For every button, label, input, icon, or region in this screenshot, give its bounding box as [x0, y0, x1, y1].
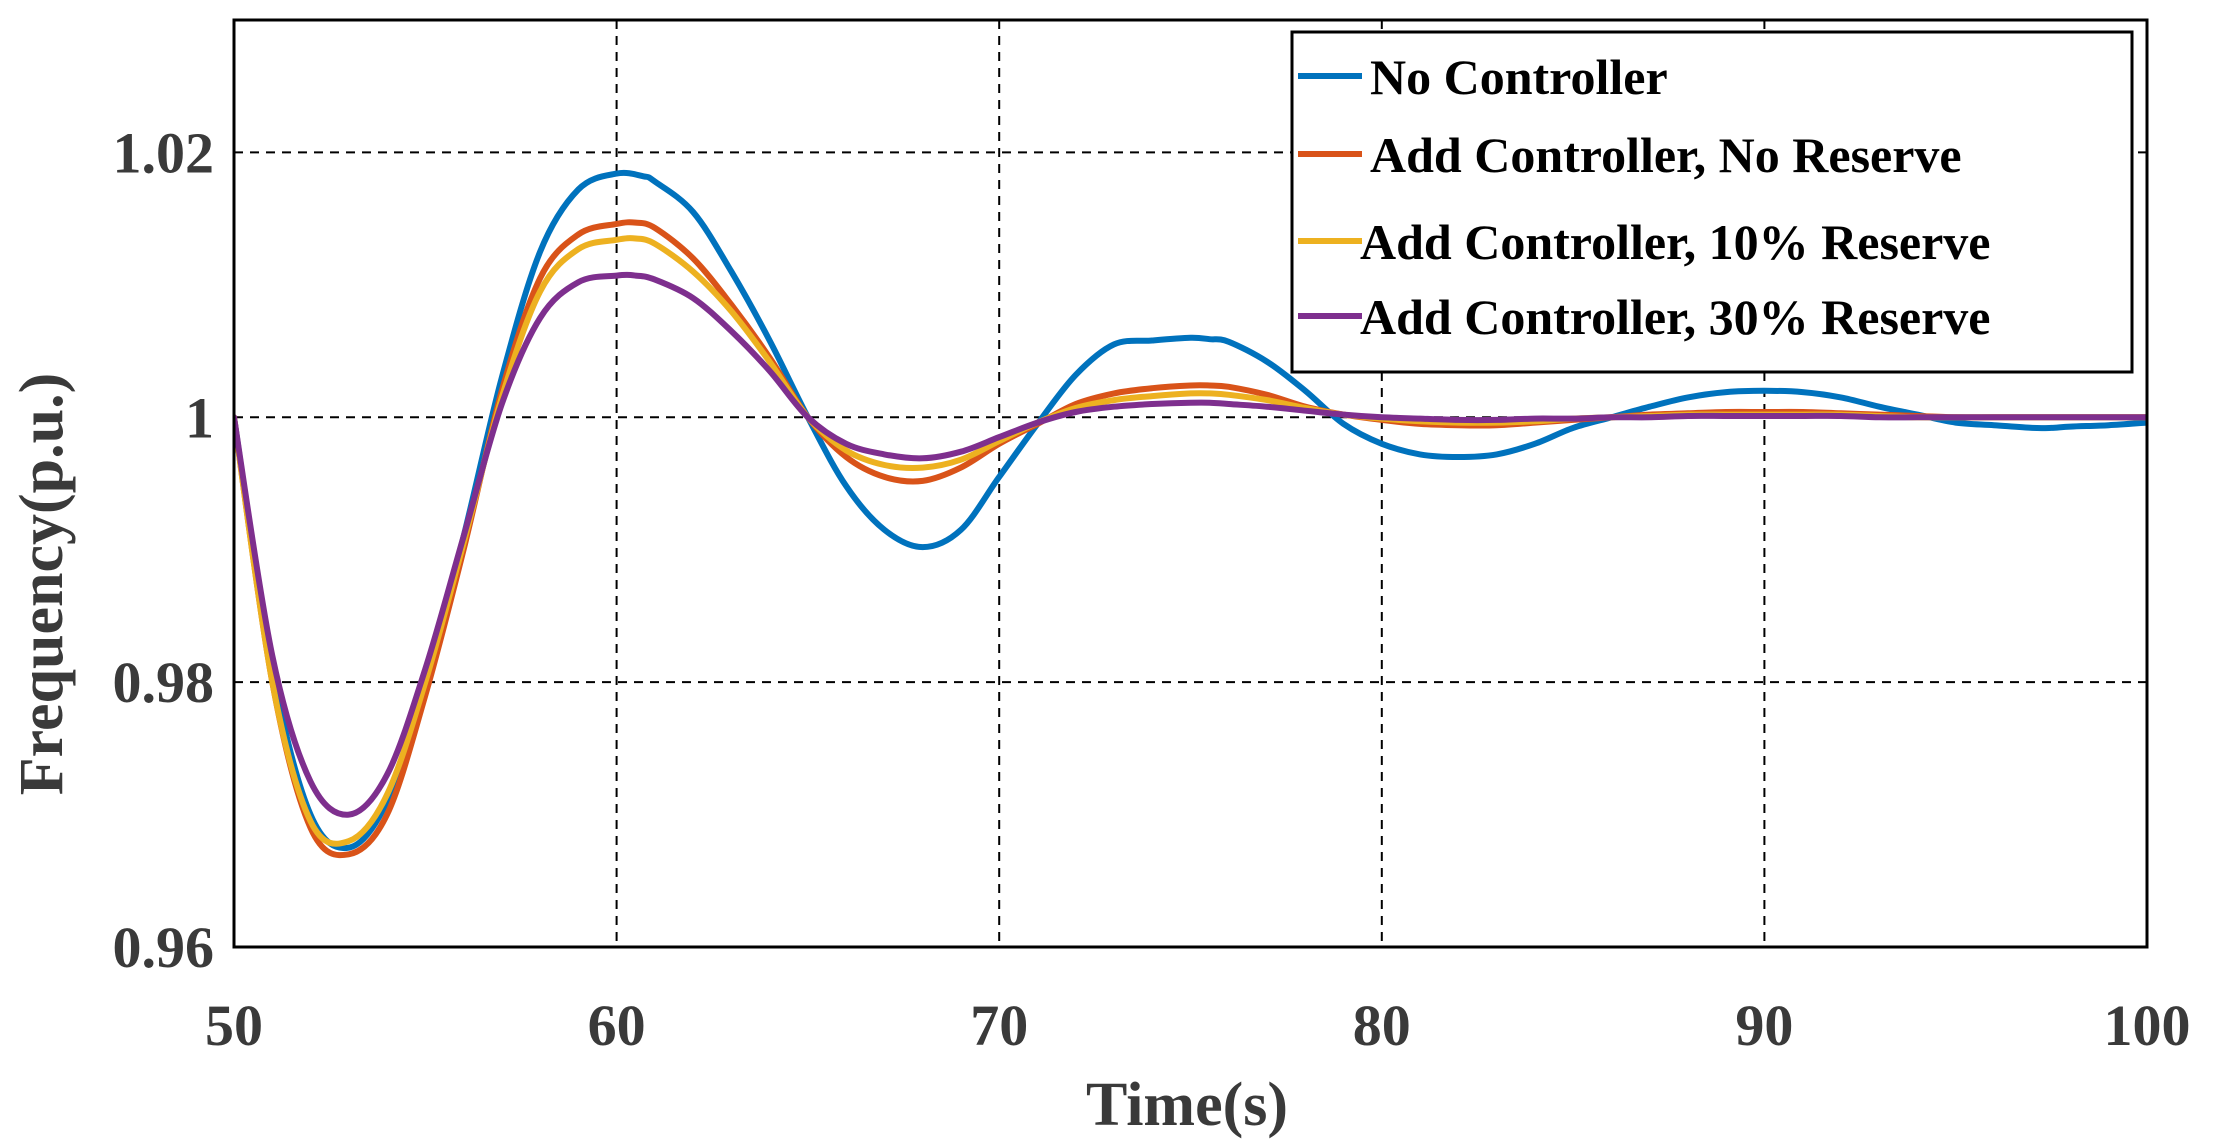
y-axis-label: Frequency(p.u.) — [8, 373, 76, 796]
legend-label: Add Controller, 30% Reserve — [1360, 289, 1991, 345]
legend-label: Add Controller, No Reserve — [1370, 127, 1962, 183]
y-tick-label: 0.96 — [113, 915, 215, 980]
series-line-1 — [234, 169, 2147, 852]
x-tick-label: 60 — [588, 993, 646, 1058]
series-lines — [234, 169, 2147, 859]
y-tick-label: 1 — [185, 385, 214, 450]
x-tick-label: 50 — [205, 993, 263, 1058]
legend: No Controller Add Controller, No Reserve A… — [1290, 30, 2134, 374]
series-line-4 — [234, 271, 2147, 818]
legend-label: Add Controller, 10% Reserve — [1360, 214, 1991, 270]
x-tick-labels: 50 60 70 80 90 100 — [205, 993, 2191, 1058]
x-tick-label: 80 — [1353, 993, 1411, 1058]
plot-frame — [232, 18, 2149, 949]
x-tick-label: 100 — [2104, 993, 2191, 1058]
x-tick-label: 90 — [1735, 993, 1793, 1058]
legend-label: No Controller — [1370, 49, 1668, 105]
y-tick-label: 0.98 — [113, 650, 215, 715]
y-tick-labels: 0.96 0.98 1 1.02 — [113, 120, 215, 980]
legend-box — [1290, 30, 2134, 374]
x-axis-label: Time(s) — [1086, 1071, 1288, 1139]
x-tick-label: 70 — [970, 993, 1028, 1058]
grid-lines — [234, 20, 2147, 947]
y-tick-label: 1.02 — [113, 120, 215, 185]
